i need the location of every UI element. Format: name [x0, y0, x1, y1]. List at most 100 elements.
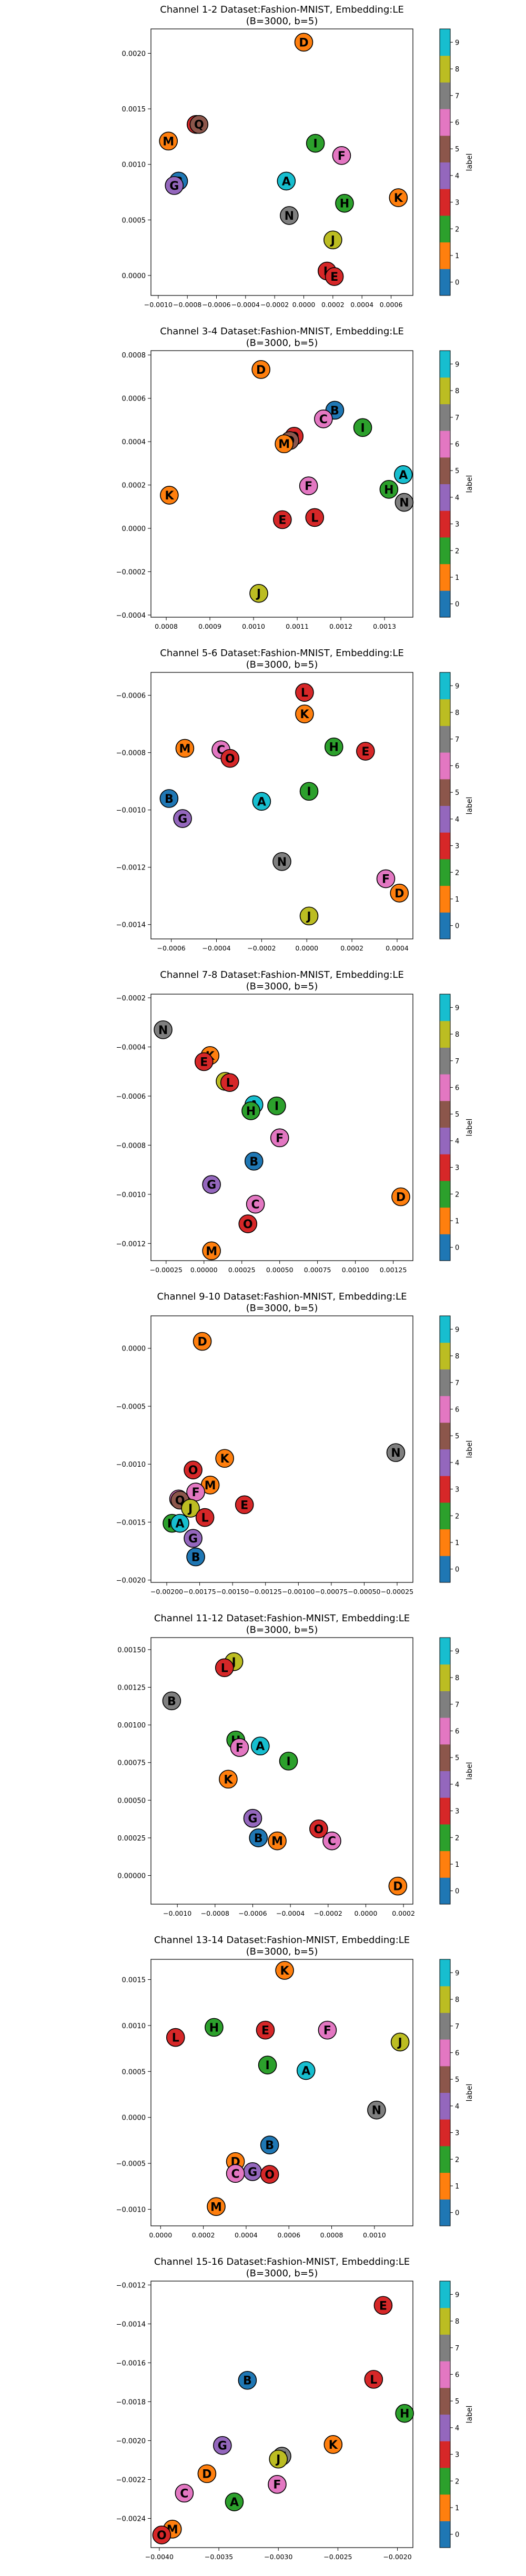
- data-point-label: H: [400, 2408, 409, 2421]
- colorbar-segment: [440, 1207, 450, 1234]
- colorbar-tick-label: 3: [455, 199, 459, 207]
- data-point-marker: [249, 1828, 268, 1847]
- data-point: B: [162, 1691, 181, 1711]
- y-tick-label: 0.00025: [117, 1835, 146, 1843]
- x-tick-label: 0.0009: [198, 622, 221, 630]
- y-tick-label: 0.0000: [122, 2114, 146, 2122]
- data-point-label: K: [224, 1773, 233, 1786]
- colorbar-segment: [440, 2172, 450, 2200]
- data-point: M: [202, 1241, 221, 1261]
- data-point-marker: [268, 2475, 287, 2494]
- y-tick-label: −0.0010: [116, 807, 146, 815]
- data-point-label: G: [248, 2166, 257, 2179]
- colorbar-label: label: [466, 154, 474, 171]
- colorbar-tick-label: 9: [455, 361, 459, 369]
- data-point-marker: [154, 1020, 173, 1039]
- data-point: L: [305, 508, 325, 527]
- colorbar-segment: [440, 2494, 450, 2521]
- colorbar-segment: [440, 1771, 450, 1798]
- colorbar-tick-label: 2: [455, 226, 459, 233]
- colorbar-frame: [439, 1959, 451, 2226]
- data-point-label: N: [285, 210, 294, 223]
- data-point-label: J: [275, 2454, 280, 2467]
- y-tick-label: −0.0006: [116, 1093, 146, 1101]
- data-point-marker: [318, 2020, 337, 2040]
- colorbar-tick-label: 9: [455, 1969, 459, 1977]
- data-point: J: [390, 2032, 410, 2052]
- data-point: J: [269, 2449, 288, 2469]
- data-point: A: [170, 1514, 189, 1533]
- data-point-marker: [323, 230, 342, 250]
- colorbar-segment: [440, 2307, 450, 2335]
- colorbar-tick-label: 9: [455, 1648, 459, 1655]
- data-point: M: [207, 2197, 226, 2216]
- colorbar-label: label: [466, 2406, 474, 2424]
- colorbar-segment: [440, 484, 450, 511]
- data-point-label: I: [307, 785, 311, 799]
- data-point-label: N: [372, 2104, 381, 2118]
- data-point: L: [220, 1073, 239, 1092]
- data-point: C: [226, 2164, 245, 2183]
- data-point: I: [306, 134, 325, 153]
- data-point: E: [325, 267, 344, 286]
- colorbar-tick-label: 2: [455, 1191, 459, 1199]
- colorbar-frame: [439, 672, 451, 939]
- colorbar-tick-label: 5: [455, 146, 459, 154]
- plot-area: [150, 994, 413, 1261]
- y-tick-label: −0.0008: [116, 1142, 146, 1150]
- colorbar-tick-label: 8: [455, 66, 459, 74]
- data-point-marker: [309, 1819, 328, 1838]
- colorbar-segment: [440, 1476, 450, 1503]
- x-tick-label: 0.0004: [386, 944, 409, 952]
- colorbar-tick-label: 7: [455, 1379, 459, 1387]
- data-point: J: [181, 1499, 200, 1518]
- colorbar-segment: [440, 29, 450, 56]
- colorbar-tick-label: 3: [455, 1164, 459, 1172]
- data-point: M: [159, 131, 178, 151]
- data-point: E: [256, 2020, 275, 2040]
- data-point-label: I: [313, 138, 318, 151]
- colorbar-segment: [440, 1100, 450, 1128]
- data-point-label: F: [382, 873, 390, 886]
- colorbar-tick-label: 3: [455, 521, 459, 529]
- x-tick-label: 0.0008: [155, 622, 178, 630]
- x-tick-label: −0.00100: [282, 1588, 315, 1596]
- data-point-marker: [215, 1658, 234, 1678]
- colorbar: 0 1 2 3 4 5 6 7 8 9 label: [439, 1959, 474, 2226]
- data-point: C: [175, 2483, 194, 2503]
- x-tick-label: −0.00025: [150, 1266, 183, 1274]
- data-point-label: D: [393, 1880, 402, 1894]
- data-point: M: [275, 434, 294, 454]
- colorbar-segment: [440, 377, 450, 404]
- data-point-marker: [181, 1499, 200, 1518]
- y-tick-label: −0.0020: [116, 1577, 146, 1585]
- chart-subtitle: (B=3000, b=5): [246, 1303, 318, 1314]
- y-tick-label: 0.0010: [122, 161, 146, 169]
- data-point: I: [267, 1096, 286, 1116]
- colorbar-segment: [440, 1851, 450, 1878]
- x-tick-label: −0.0004: [276, 1909, 305, 1917]
- colorbar-segment: [440, 2467, 450, 2495]
- data-point-label: J: [306, 910, 311, 923]
- data-point-label: D: [299, 36, 308, 49]
- data-point-marker: [160, 486, 179, 505]
- chart-subtitle: (B=3000, b=5): [246, 1624, 318, 1635]
- data-point-marker: [323, 2435, 343, 2454]
- x-tick-label: −0.0008: [173, 301, 201, 309]
- y-tick-label: −0.0005: [116, 1403, 146, 1411]
- data-point: A: [277, 171, 296, 191]
- data-point: D: [251, 360, 270, 379]
- data-point-label: B: [249, 1156, 258, 1169]
- plot-area: [150, 1637, 413, 1905]
- data-point-label: J: [256, 588, 261, 601]
- data-point-label: D: [396, 1191, 406, 1204]
- colorbar-segment: [440, 1744, 450, 1771]
- data-point-label: J: [231, 1656, 236, 1669]
- chart-panel-7: Channel 13-14 Dataset:Fashion-MNIST, Emb…: [116, 1935, 474, 2239]
- data-point-label: M: [206, 1245, 217, 1258]
- plot-area: [150, 350, 413, 618]
- y-tick-label: 0.0006: [122, 395, 146, 403]
- colorbar-tick-label: 7: [455, 93, 459, 100]
- x-tick-label: 0.00000: [190, 1266, 218, 1274]
- x-tick-label: 0.0002: [392, 1909, 415, 1917]
